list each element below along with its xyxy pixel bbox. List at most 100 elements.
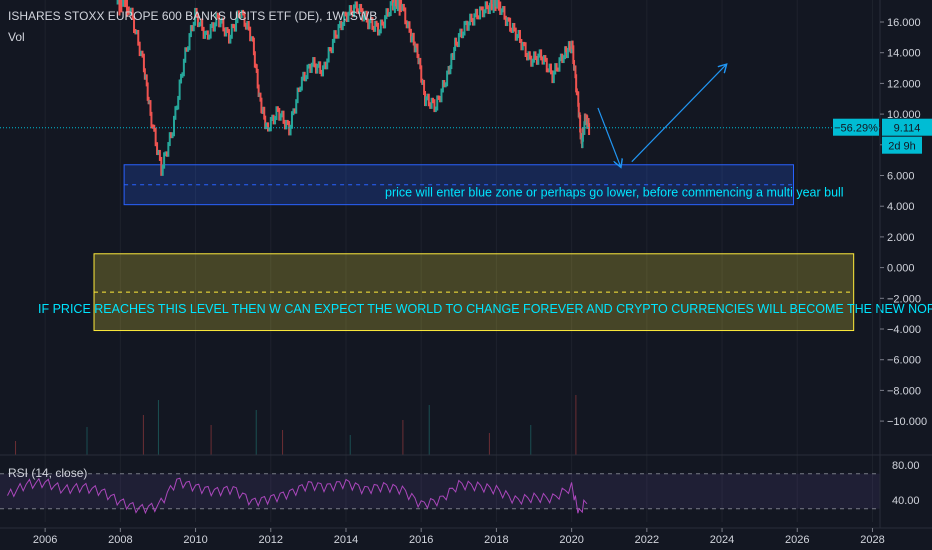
price-candle <box>204 30 207 39</box>
price-candle <box>317 61 320 68</box>
price-candle <box>286 119 289 126</box>
price-candle <box>476 8 479 20</box>
price-candle <box>354 1 357 9</box>
price-candle <box>289 124 292 136</box>
price-candle <box>305 75 308 82</box>
price-candle <box>337 24 340 39</box>
price-candle <box>542 55 545 65</box>
price-candle <box>372 25 375 32</box>
price-candle <box>365 10 368 23</box>
price-candle <box>587 118 590 128</box>
price-candle <box>246 20 249 30</box>
price-candle <box>537 53 540 65</box>
price-candle <box>499 1 502 15</box>
price-candle <box>178 79 181 100</box>
price-candle <box>116 0 119 5</box>
price-candle <box>382 21 385 29</box>
price-candle <box>466 20 469 31</box>
price-candle <box>350 5 353 15</box>
y-tick-label: 0.000 <box>887 263 915 275</box>
price-candle <box>223 27 226 37</box>
price-candle <box>240 9 243 19</box>
price-candle <box>218 14 221 28</box>
volume-bars <box>15 395 577 455</box>
price-candle <box>341 22 344 31</box>
price-candle <box>527 51 530 61</box>
price-candle <box>127 6 130 15</box>
price-candle <box>571 40 574 50</box>
price-candle <box>208 34 211 40</box>
price-candle <box>279 113 282 121</box>
price-candle <box>180 73 183 84</box>
price-candle <box>408 21 411 33</box>
price-candle <box>199 18 202 27</box>
price-candle <box>530 55 533 67</box>
price-candle <box>574 65 577 79</box>
x-tick-label: 2020 <box>559 534 583 546</box>
volume-bar <box>488 433 490 455</box>
price-candle <box>316 63 319 74</box>
price-candle <box>566 47 569 59</box>
price-candle <box>298 87 301 93</box>
price-candle <box>158 149 161 161</box>
price-candle <box>334 30 337 39</box>
price-candle <box>278 107 281 121</box>
y-tick-label: −2.000 <box>887 293 921 305</box>
price-candle <box>409 28 412 43</box>
price-candle <box>557 67 560 72</box>
price-candle <box>449 65 452 75</box>
price-candle <box>172 115 175 137</box>
y-tick-label: −8.000 <box>887 385 921 397</box>
price-candle <box>441 80 444 93</box>
price-candle <box>219 19 222 28</box>
zone-annotation: IF PRICE REACHES THIS LEVEL THEN W CAN E… <box>38 302 932 316</box>
price-candle <box>434 106 437 113</box>
price-candle <box>134 29 137 35</box>
price-candle <box>487 5 490 15</box>
price-candle <box>528 51 531 60</box>
price-candle <box>323 61 326 70</box>
price-candle <box>177 95 180 110</box>
last-price-badge-text: 9.114 <box>894 123 921 135</box>
price-candle <box>327 47 330 63</box>
price-candle <box>275 106 278 121</box>
price-candle <box>189 25 192 38</box>
price-candle <box>131 7 134 20</box>
price-candle <box>377 22 380 36</box>
x-tick-label: 2018 <box>484 534 508 546</box>
price-candle <box>149 100 152 116</box>
price-candle <box>313 57 316 68</box>
price-candle <box>385 8 388 20</box>
price-candle <box>386 8 389 17</box>
price-candle <box>510 27 513 33</box>
rsi-tick-label: 40.00 <box>892 495 920 507</box>
price-candle <box>307 63 310 69</box>
price-candle <box>320 69 323 77</box>
price-candle <box>389 1 392 17</box>
price-candle <box>138 41 141 57</box>
price-candle <box>198 22 201 28</box>
price-candle <box>160 156 163 176</box>
price-candle <box>249 26 252 42</box>
price-candle <box>222 17 225 32</box>
price-candle <box>423 79 426 95</box>
price-candle <box>506 17 509 27</box>
volume-label: Vol <box>8 30 25 44</box>
x-tick-label: 2022 <box>635 534 659 546</box>
price-candle <box>369 17 372 24</box>
price-candle <box>142 53 145 73</box>
price-candle <box>481 6 484 18</box>
rsi-line <box>7 477 588 515</box>
price-candle <box>412 32 415 46</box>
price-candle <box>393 0 396 14</box>
price-candle <box>236 10 239 24</box>
price-candle <box>552 70 555 84</box>
price-candle <box>548 63 551 73</box>
price-candle <box>555 63 558 72</box>
price-candle <box>446 70 449 87</box>
projection-arrows <box>597 65 726 166</box>
price-candle <box>378 29 381 36</box>
price-candle <box>440 88 443 103</box>
price-candle <box>497 0 500 11</box>
